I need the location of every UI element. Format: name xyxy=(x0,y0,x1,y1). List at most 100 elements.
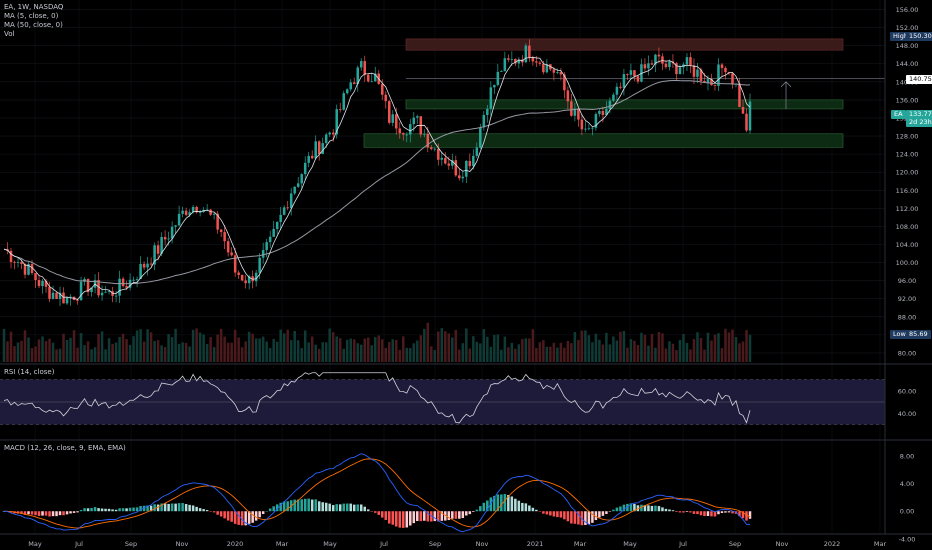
volume-bar xyxy=(20,340,23,362)
volume-bar xyxy=(275,341,279,362)
macd-histogram-bar xyxy=(696,511,699,515)
candle-body xyxy=(163,236,167,240)
time-tick-label: 2020 xyxy=(227,540,244,548)
candle-body xyxy=(90,287,93,293)
price-tick-label: 80.00 xyxy=(898,349,917,357)
macd-histogram-bar xyxy=(591,511,594,523)
macd-histogram-bar xyxy=(472,511,475,512)
volume-bar xyxy=(472,336,475,362)
candle-body xyxy=(58,292,62,300)
time-tick-label: Mar xyxy=(574,540,587,548)
volume-bar xyxy=(247,331,251,362)
macd-histogram-bar xyxy=(219,511,223,517)
macd-histogram-bar xyxy=(307,498,310,512)
ma5-legend[interactable]: MA (5, close, 0) xyxy=(4,12,59,20)
macd-histogram-bar xyxy=(538,511,542,512)
candle-body xyxy=(387,101,391,123)
volume-bar xyxy=(233,329,237,362)
macd-tick-label: 4.00 xyxy=(900,480,914,488)
time-tick-label: Jul xyxy=(678,540,687,548)
ma50-legend[interactable]: MA (50, close, 0) xyxy=(4,21,63,29)
volume-bar xyxy=(345,339,349,362)
candle-body xyxy=(237,272,240,275)
candle-body xyxy=(247,276,251,284)
volume-bar xyxy=(272,338,275,362)
macd-histogram-bar xyxy=(657,506,661,512)
volume-bar xyxy=(13,346,16,362)
candle-body xyxy=(55,292,58,300)
macd-histogram-bar xyxy=(482,502,486,512)
candle-body xyxy=(650,63,654,65)
macd-histogram-bar xyxy=(710,511,713,517)
macd-histogram-bar xyxy=(107,508,111,512)
macd-histogram-bar xyxy=(387,511,391,524)
macd-histogram-bar xyxy=(626,503,629,512)
macd-histogram-bar xyxy=(349,503,352,512)
macd-histogram-bar xyxy=(100,508,104,512)
candle-body xyxy=(219,229,223,233)
macd-histogram-bar xyxy=(286,501,289,512)
macd-histogram-bar xyxy=(570,511,573,524)
candle-body xyxy=(535,61,538,63)
candle-body xyxy=(675,63,678,75)
volume-bar xyxy=(296,340,300,362)
macd-histogram-bar xyxy=(251,511,254,523)
volume-bar xyxy=(153,340,156,362)
rsi-legend[interactable]: RSI (14, close) xyxy=(4,368,55,376)
candle-body xyxy=(647,63,650,69)
volume-bar xyxy=(437,331,440,362)
volume-legend[interactable]: Vol xyxy=(4,30,15,38)
macd-histogram-bar xyxy=(503,494,507,512)
volume-bar xyxy=(608,344,612,362)
volume-bar xyxy=(720,348,724,362)
macd-histogram-bar xyxy=(454,511,458,519)
candle-body xyxy=(398,128,402,134)
candle-body xyxy=(608,100,612,109)
candle-body xyxy=(209,209,212,215)
macd-histogram-bar xyxy=(265,510,268,512)
candle-body xyxy=(240,274,244,281)
macd-histogram-bar xyxy=(521,502,524,512)
candle-body xyxy=(472,155,475,167)
macd-histogram-bar xyxy=(156,504,160,512)
candle-body xyxy=(352,82,356,85)
volume-bar xyxy=(23,330,27,362)
price-tick-label: 148.00 xyxy=(896,42,919,50)
candle-body xyxy=(104,291,107,293)
macd-histogram-bar xyxy=(293,499,296,512)
candle-body xyxy=(668,61,671,68)
macd-histogram-bar xyxy=(650,505,654,512)
macd-histogram-bar xyxy=(402,511,405,528)
volume-bar xyxy=(566,340,570,362)
volume-bar xyxy=(577,339,580,362)
macd-histogram-bar xyxy=(451,511,454,519)
candle-body xyxy=(678,67,682,75)
candle-body xyxy=(391,114,395,123)
volume-bar xyxy=(738,343,741,362)
macd-histogram-bar xyxy=(566,511,570,522)
volume-bar xyxy=(531,329,535,362)
macd-histogram-bar xyxy=(324,502,328,512)
volume-bar xyxy=(331,332,335,362)
volume-bar xyxy=(601,344,605,362)
volume-bar xyxy=(111,343,114,362)
macd-histogram-bar xyxy=(661,507,664,512)
volume-bar xyxy=(93,347,97,362)
price-tick-label: 124.00 xyxy=(896,151,919,159)
candle-body xyxy=(566,90,570,102)
candle-body xyxy=(226,241,230,253)
macd-histogram-bar xyxy=(587,511,591,525)
price-tick-label: 100.00 xyxy=(896,259,919,267)
candle-body xyxy=(167,238,170,240)
macd-histogram-bar xyxy=(97,508,100,512)
volume-bar xyxy=(286,329,289,362)
macd-histogram-bar xyxy=(163,503,167,512)
volume-bar xyxy=(100,331,104,362)
macd-legend[interactable]: MACD (12, 26, close, 9, EMA, EMA) xyxy=(4,444,126,452)
price-tick-label: 116.00 xyxy=(896,187,919,195)
macd-histogram-bar xyxy=(608,511,612,512)
time-tick-label: Nov xyxy=(476,540,489,548)
macd-histogram-bar xyxy=(198,508,202,512)
macd-histogram-bar xyxy=(713,511,717,517)
